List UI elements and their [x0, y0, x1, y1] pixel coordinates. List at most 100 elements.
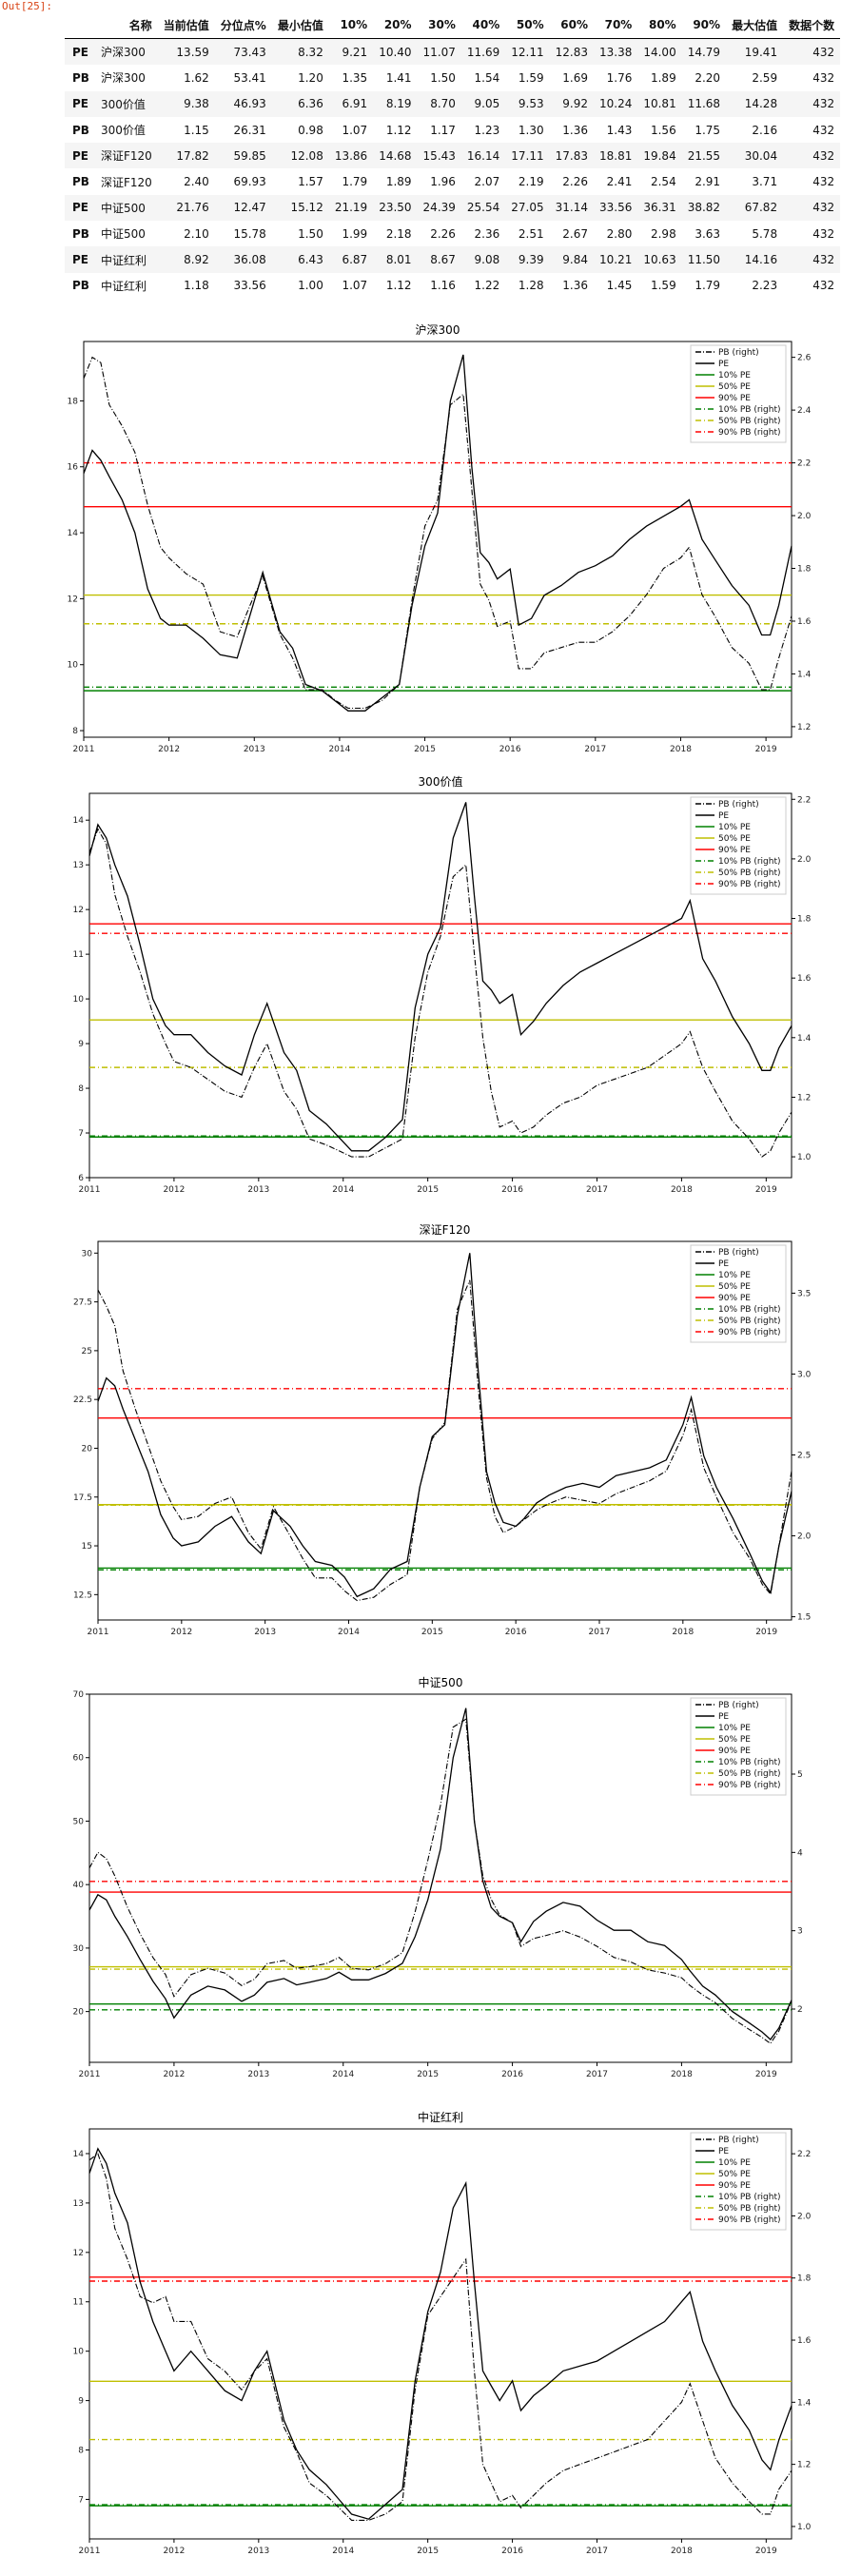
index-name-cell: 300价值 [100, 124, 146, 138]
value-cell: 432 [812, 175, 835, 189]
table-header: 分位点% [214, 11, 272, 39]
y-right-tick-label: 2.4 [797, 406, 812, 416]
legend-label: PB (right) [718, 348, 759, 358]
value-cell: 17.83 [549, 143, 594, 169]
x-tick-label: 2017 [589, 1628, 611, 1637]
pb-series-line [97, 1279, 793, 1602]
legend-label: 90% PE [718, 1294, 751, 1303]
value-cell: 432 [783, 246, 841, 273]
y-left-tick-label: 9 [78, 1040, 84, 1049]
pe-series-line [88, 802, 793, 1152]
chart-legend: PB (right)PE 10% PE 50% PE 90% PE 10% PB (ri… [690, 796, 787, 895]
y-right-tick-label: 1.4 [797, 670, 812, 679]
x-tick-label: 2016 [501, 2070, 523, 2079]
legend-label: PE [718, 1259, 729, 1269]
x-tick-label: 2014 [332, 2547, 354, 2556]
x-tick-label: 2012 [163, 2070, 185, 2079]
y-right-tick-label: 1.6 [797, 617, 812, 627]
value-cell: 2.98 [650, 226, 676, 241]
pb-series-line [88, 1718, 793, 2044]
value-cell: 1.79 [342, 175, 368, 189]
value-cell: 2.67 [562, 226, 588, 241]
value-cell: 13.59 [157, 38, 215, 66]
chart-title: 中证红利 [418, 2110, 463, 2124]
plot-frame [88, 792, 793, 1179]
value-cell: 432 [812, 70, 835, 85]
pe-series-line [97, 1253, 793, 1598]
table-row: PB 300价值 1.15 26.31 0.98 1.07 1.12 1.17 1.23 1.30… [65, 117, 840, 143]
row-index: PE [65, 246, 95, 273]
value-cell: 67.82 [726, 194, 784, 222]
chart-szf120: 深证F120 2011 2012 2013 2014 2015 2016 2017 2018 20… [0, 1220, 861, 1691]
x-tick-label: 2011 [79, 2547, 101, 2556]
value-cell: 432 [812, 226, 835, 241]
x-tick-label: 2015 [421, 1628, 443, 1637]
y-left-tick-label: 12.5 [73, 1590, 92, 1600]
legend-label: PE [718, 360, 729, 369]
x-tick-label: 2019 [755, 2070, 777, 2079]
x-tick-label: 2018 [671, 1185, 693, 1195]
value-cell: 1.41 [385, 70, 412, 85]
value-cell: 432 [783, 194, 841, 222]
x-tick-label: 2016 [501, 2547, 523, 2556]
value-cell: 10.24 [593, 90, 638, 117]
value-cell: 0.98 [298, 123, 323, 137]
row-index: PE [65, 194, 95, 222]
y-right-tick-label: 2.0 [797, 512, 812, 521]
legend-label: PB (right) [718, 2136, 759, 2145]
y-left-tick-label: 8 [78, 2447, 84, 2456]
table-row: PB 沪深300 1.62 53.41 1.20 1.35 1.41 1.50 1.54 1.59… [65, 65, 840, 90]
value-cell: 1.69 [562, 70, 588, 85]
value-cell: 1.23 [474, 123, 500, 137]
value-cell: 16.14 [460, 143, 506, 169]
value-cell: 6.91 [328, 90, 374, 117]
value-cell: 3.71 [752, 175, 778, 189]
y-right-tick-label: 2.0 [797, 2212, 812, 2221]
legend-label: PB (right) [718, 1701, 759, 1710]
x-tick-label: 2014 [332, 1185, 354, 1195]
legend-label: PE [718, 2147, 729, 2156]
x-tick-label: 2013 [247, 2070, 269, 2079]
x-tick-label: 2011 [88, 1628, 109, 1637]
value-cell: 12.47 [214, 194, 272, 222]
y-right-tick-label: 2.5 [797, 1452, 811, 1461]
value-cell: 1.07 [342, 123, 368, 137]
table-header: 90% [681, 11, 727, 39]
legend-label: 90% PE [718, 846, 751, 855]
value-cell: 1.50 [430, 70, 456, 85]
value-cell: 13.38 [593, 38, 638, 66]
x-tick-label: 2015 [417, 2547, 439, 2556]
y-left-tick-label: 7 [78, 2495, 84, 2505]
value-cell: 8.70 [417, 90, 461, 117]
value-cell: 1.43 [606, 123, 633, 137]
y-right-tick-label: 1.0 [797, 2523, 812, 2532]
legend-label: PB (right) [718, 1248, 759, 1258]
value-cell: 12.08 [271, 143, 329, 169]
x-tick-label: 2018 [671, 2070, 693, 2079]
table-header: 70% [593, 11, 638, 39]
table-header: 80% [637, 11, 682, 39]
value-cell: 11.50 [681, 246, 727, 273]
y-left-tick-label: 10 [73, 995, 85, 1005]
value-cell: 1.35 [342, 70, 368, 85]
plot-frame [97, 1240, 793, 1621]
y-left-tick-label: 14 [73, 2150, 85, 2159]
table-header: 名称 [94, 11, 158, 39]
x-tick-label: 2011 [79, 2070, 101, 2079]
value-cell: 2.19 [518, 175, 544, 189]
chart-title: 深证F120 [420, 1223, 471, 1237]
legend-label: 90% PB (right) [718, 880, 781, 889]
y-left-tick-label: 10 [68, 661, 79, 671]
value-cell: 9.39 [505, 246, 550, 273]
y-right-tick-label: 2 [797, 2005, 803, 2015]
x-tick-label: 2016 [499, 745, 521, 754]
value-cell: 53.41 [233, 70, 266, 85]
value-cell: 1.56 [650, 123, 676, 137]
y-left-tick-label: 30 [73, 1944, 85, 1954]
value-cell: 432 [812, 123, 835, 137]
y-right-tick-label: 2.2 [797, 795, 811, 805]
legend-label: 50% PB (right) [718, 1769, 781, 1779]
chart-title: 沪深300 [416, 323, 460, 337]
x-tick-label: 2013 [247, 1185, 269, 1195]
y-right-tick-label: 1.4 [797, 2398, 812, 2408]
